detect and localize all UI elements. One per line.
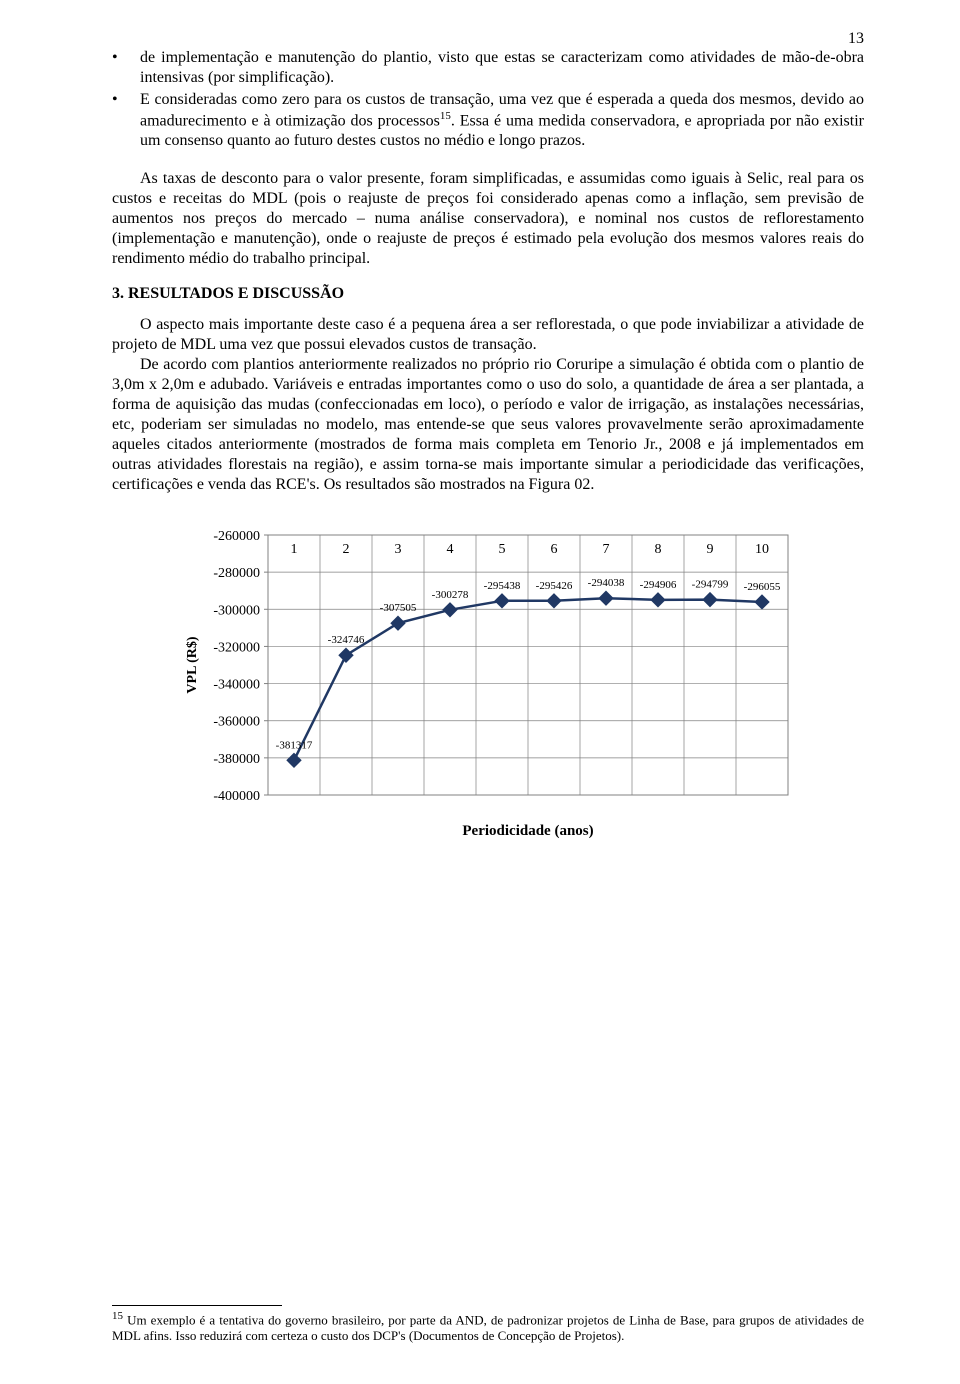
svg-text:-300000: -300000 [213, 604, 260, 619]
list-item: • de implementação e manutenção do plant… [112, 48, 864, 88]
svg-text:1: 1 [291, 542, 298, 557]
footnote-block: 15 Um exemplo é a tentativa do governo b… [112, 1305, 864, 1344]
svg-text:-300278: -300278 [432, 589, 469, 601]
bullet-icon: • [112, 90, 140, 151]
svg-text:-296055: -296055 [744, 581, 781, 593]
svg-text:3: 3 [395, 542, 402, 557]
svg-text:-340000: -340000 [213, 678, 260, 693]
bullet-text: E consideradas como zero para os custos … [140, 90, 864, 151]
svg-text:10: 10 [755, 542, 769, 557]
svg-text:Periodicidade (anos): Periodicidade (anos) [462, 823, 593, 839]
svg-text:-307505: -307505 [380, 603, 417, 615]
paragraph: O aspecto mais importante deste caso é a… [112, 315, 864, 355]
svg-text:7: 7 [603, 542, 610, 557]
footnote-number: 15 [112, 1310, 123, 1322]
paragraph: As taxas de desconto para o valor presen… [112, 169, 864, 269]
page: 13 • de implementação e manutenção do pl… [0, 0, 960, 1384]
footnote-ref: 15 [440, 110, 451, 122]
svg-text:-295438: -295438 [484, 580, 521, 592]
svg-text:-295426: -295426 [536, 580, 573, 592]
svg-text:-260000: -260000 [213, 529, 260, 544]
svg-text:8: 8 [655, 542, 662, 557]
svg-text:-400000: -400000 [213, 789, 260, 804]
page-number: 13 [848, 30, 864, 48]
svg-text:-324746: -324746 [328, 635, 365, 647]
bullet-icon: • [112, 48, 140, 88]
footnote-text: Um exemplo é a tentativa do governo bras… [112, 1313, 864, 1344]
svg-text:-360000: -360000 [213, 715, 260, 730]
bullet-text: de implementação e manutenção do plantio… [140, 48, 864, 88]
svg-text:9: 9 [707, 542, 714, 557]
svg-text:-294906: -294906 [640, 579, 677, 591]
svg-text:-380000: -380000 [213, 752, 260, 767]
footnote-rule [112, 1305, 282, 1306]
svg-text:2: 2 [343, 542, 350, 557]
bullet-list: • de implementação e manutenção do plant… [112, 48, 864, 151]
svg-text:6: 6 [551, 542, 558, 557]
svg-text:-294038: -294038 [588, 578, 625, 590]
footnote: 15 Um exemplo é a tentativa do governo b… [112, 1310, 864, 1344]
svg-text:5: 5 [499, 542, 506, 557]
svg-text:-320000: -320000 [213, 641, 260, 656]
svg-text:VPL (R$): VPL (R$) [185, 636, 200, 694]
chart-container: -260000 -280000 -300000 -320000 -340000 -3600… [178, 525, 798, 855]
section-heading: 3. RESULTADOS E DISCUSSÃO [112, 285, 864, 303]
vpl-chart: -260000 -280000 -300000 -320000 -340000 -3600… [178, 525, 798, 855]
list-item: • E consideradas como zero para os custo… [112, 90, 864, 151]
svg-text:-294799: -294799 [692, 579, 729, 591]
svg-text:-381317: -381317 [276, 740, 313, 752]
svg-text:4: 4 [447, 542, 454, 557]
svg-text:-280000: -280000 [213, 566, 260, 581]
paragraph: De acordo com plantios anteriormente rea… [112, 355, 864, 495]
